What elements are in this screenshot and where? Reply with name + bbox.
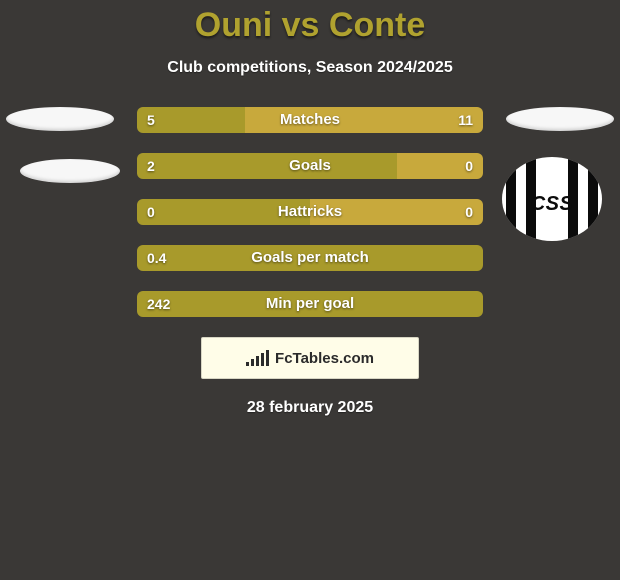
footer-text: FcTables.com [275,350,374,367]
stat-value-left: 0 [147,199,155,225]
stat-value-left: 2 [147,153,155,179]
bar-track [137,245,483,271]
footer-attribution: FcTables.com [201,337,419,379]
stat-value-right: 11 [458,107,473,133]
bar-left [137,291,483,317]
date-label: 28 february 2025 [0,399,620,417]
bar-left [137,153,397,179]
bar-track [137,291,483,317]
bar-right [245,107,483,133]
stat-value-left: 242 [147,291,170,317]
bar-chart-icon [246,350,269,366]
stat-value-left: 5 [147,107,155,133]
stat-row: Min per goal242 [0,291,620,317]
stat-value-left: 0.4 [147,245,166,271]
subtitle: Club competitions, Season 2024/2025 [0,59,620,77]
comparison-chart: CSS Matches511Goals20Hattricks00Goals pe… [0,107,620,317]
stat-row: Goals per match0.4 [0,245,620,271]
stat-row: Hattricks00 [0,199,620,225]
bar-track [137,153,483,179]
bar-track [137,107,483,133]
bar-right [310,199,483,225]
stat-value-right: 0 [465,153,473,179]
bar-left [137,245,483,271]
bar-track [137,199,483,225]
page-title: Ouni vs Conte [0,0,620,45]
stat-value-right: 0 [465,199,473,225]
bar-left [137,199,310,225]
stat-row: Matches511 [0,107,620,133]
stat-row: Goals20 [0,153,620,179]
